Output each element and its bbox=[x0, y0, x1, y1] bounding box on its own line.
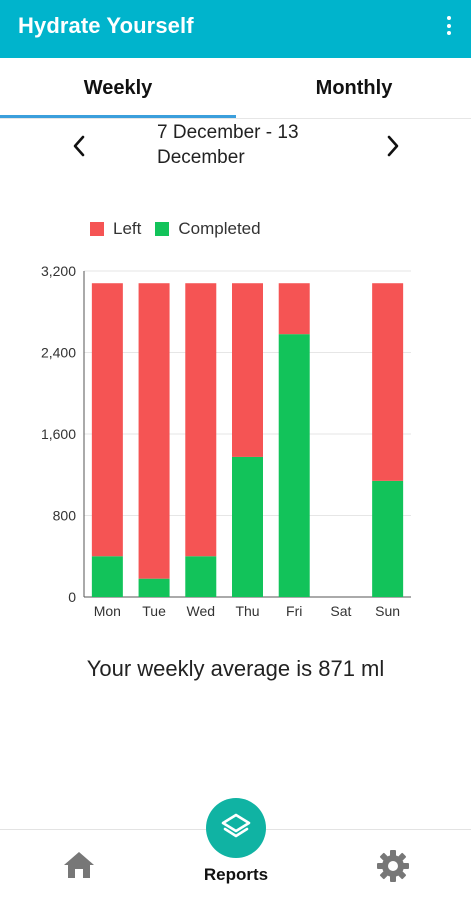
bar-left-tue bbox=[138, 283, 170, 579]
bar-completed-sun bbox=[372, 480, 404, 597]
legend-label-left: Left bbox=[113, 219, 142, 238]
period-tabs: Weekly Monthly bbox=[0, 58, 471, 119]
bar-completed-thu bbox=[232, 456, 263, 597]
bar-completed-wed bbox=[185, 556, 217, 597]
home-icon[interactable] bbox=[63, 850, 95, 880]
y-tick-label: 800 bbox=[53, 508, 77, 524]
tab-indicator bbox=[0, 115, 236, 118]
tab-monthly[interactable]: Monthly bbox=[315, 76, 393, 99]
bar-left-thu bbox=[232, 283, 263, 457]
legend-item-left: Left bbox=[90, 219, 141, 239]
layers-icon bbox=[221, 813, 251, 838]
legend-label-completed: Completed bbox=[178, 219, 261, 238]
bottom-navigation bbox=[0, 829, 471, 901]
y-tick-label: 2,400 bbox=[41, 345, 76, 361]
weekly-average-text: Your weekly average is 871 ml bbox=[86, 656, 385, 681]
x-tick-label: Fri bbox=[286, 603, 302, 619]
y-tick-label: 1,600 bbox=[41, 426, 76, 442]
date-range-label: 7 December - 13 December bbox=[157, 122, 299, 168]
weekly-intake-chart: 0 800 1,600 2,400 3,200 Mon Tue Wed Thu Fri Sat Sun bbox=[41, 263, 411, 619]
x-tick-label: Thu bbox=[235, 603, 259, 619]
bar-left-wed bbox=[185, 283, 217, 557]
bar-left-fri bbox=[278, 283, 310, 335]
app-bar: Hydrate Yourself bbox=[0, 0, 471, 58]
more-options-icon[interactable] bbox=[441, 16, 457, 42]
date-range-selector: 7 December - 13 December bbox=[0, 118, 471, 178]
tab-weekly[interactable]: Weekly bbox=[83, 76, 153, 99]
x-tick-label: Tue bbox=[142, 603, 166, 619]
reports-nav-label[interactable]: Reports bbox=[203, 865, 269, 884]
legend-swatch-left bbox=[90, 222, 104, 236]
x-tick-label: Sat bbox=[330, 603, 351, 619]
bar-left-sun bbox=[372, 283, 404, 481]
x-tick-label: Sun bbox=[375, 603, 400, 619]
legend-item-completed: Completed bbox=[155, 219, 261, 239]
bar-completed-tue bbox=[138, 578, 170, 597]
y-tick-label: 3,200 bbox=[41, 263, 76, 279]
chevron-left-icon[interactable] bbox=[68, 134, 92, 158]
bar-completed-fri bbox=[278, 334, 310, 597]
y-tick-label: 0 bbox=[68, 589, 76, 605]
bar-completed-mon bbox=[91, 556, 123, 597]
reports-button[interactable] bbox=[206, 798, 266, 858]
x-tick-label: Mon bbox=[94, 603, 121, 619]
chevron-right-icon[interactable] bbox=[380, 134, 404, 158]
chart-legend: Left Completed bbox=[90, 218, 275, 240]
x-tick-label: Wed bbox=[187, 603, 216, 619]
app-title: Hydrate Yourself bbox=[18, 13, 194, 38]
legend-swatch-completed bbox=[155, 222, 170, 236]
gear-icon[interactable] bbox=[376, 849, 410, 883]
bar-left-mon bbox=[91, 283, 123, 557]
